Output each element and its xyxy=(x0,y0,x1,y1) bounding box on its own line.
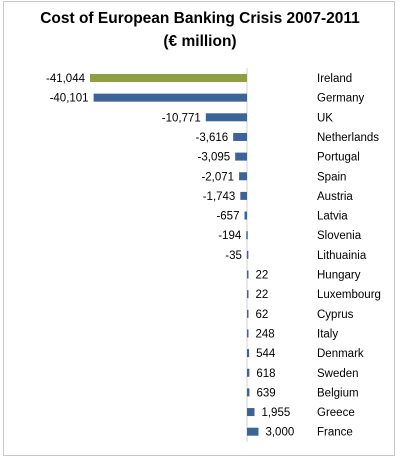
category-label: UK xyxy=(317,112,333,124)
bar-italy xyxy=(247,329,249,338)
data-label: -657 xyxy=(216,211,239,223)
data-label: 22 xyxy=(256,289,269,301)
bar-greece xyxy=(247,408,255,417)
bar-lithuainia xyxy=(246,250,249,259)
bar-latvia xyxy=(244,211,247,220)
bar-luxembourg xyxy=(247,290,249,299)
bar-spain xyxy=(239,172,247,181)
data-label: -10,771 xyxy=(162,112,201,124)
category-label: Belgium xyxy=(317,387,359,399)
chart-title: Cost of European Banking Crisis 2007-201… xyxy=(40,10,360,27)
category-label: Latvia xyxy=(317,211,348,223)
bar-germany xyxy=(93,93,247,102)
data-label: -3,616 xyxy=(196,132,229,144)
category-label: Lithuainia xyxy=(317,250,367,262)
category-label: Cyprus xyxy=(317,309,354,321)
data-label: 22 xyxy=(256,270,269,282)
bar-portugal xyxy=(235,152,247,161)
data-label: 3,000 xyxy=(265,427,294,439)
bar-slovenia xyxy=(246,231,248,240)
category-label: Italy xyxy=(317,328,338,340)
category-label: Ireland xyxy=(317,73,352,85)
data-label: -194 xyxy=(218,230,242,242)
category-label: Spain xyxy=(317,171,346,183)
category-label: Denmark xyxy=(317,348,364,360)
data-label: 62 xyxy=(256,309,269,321)
category-label: Luxembourg xyxy=(317,289,381,301)
data-label: 248 xyxy=(256,328,275,340)
category-label: Germany xyxy=(317,93,365,105)
bar-ireland xyxy=(90,74,247,82)
bar-france xyxy=(247,427,259,436)
bar-netherlands xyxy=(233,132,247,141)
data-label: -1,743 xyxy=(203,191,236,203)
bar-denmark xyxy=(247,349,250,358)
category-label: Greece xyxy=(317,407,355,419)
category-label: France xyxy=(317,427,353,439)
data-label: 544 xyxy=(256,348,276,360)
data-label: -35 xyxy=(225,250,242,262)
category-label: Netherlands xyxy=(317,132,379,144)
category-label: Hungary xyxy=(317,270,361,282)
data-label: 1,955 xyxy=(261,407,290,419)
data-label: -2,071 xyxy=(201,171,234,183)
bar-sweden xyxy=(247,368,250,377)
category-label: Slovenia xyxy=(317,230,362,242)
bar-belgium xyxy=(247,388,250,397)
chart-subtitle: (€ million) xyxy=(163,33,237,50)
category-label: Austria xyxy=(317,191,353,203)
bar-cyprus xyxy=(247,309,249,318)
data-label: 639 xyxy=(256,387,275,399)
data-label: -41,044 xyxy=(46,73,86,85)
data-label: -40,101 xyxy=(50,93,89,105)
bar-uk xyxy=(205,113,247,122)
data-label: -3,095 xyxy=(198,152,231,164)
category-label: Sweden xyxy=(317,368,359,380)
bar-austria xyxy=(240,191,247,200)
category-label: Portugal xyxy=(317,152,360,164)
data-label: 618 xyxy=(256,368,275,380)
bar-hungary xyxy=(247,270,249,279)
